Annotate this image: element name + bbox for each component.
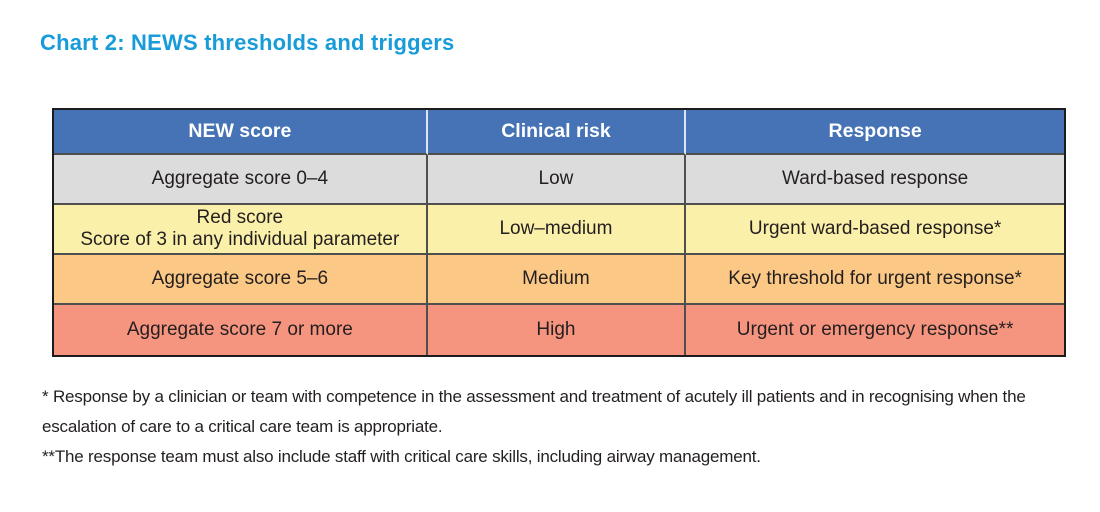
cell-clinical-risk: Low–medium (427, 205, 687, 255)
cell-line-1: Red score (196, 206, 284, 228)
column-header-new-score: NEW score (54, 110, 428, 155)
cell-line-2: Score of 3 in any individual parameter (80, 229, 400, 250)
cell-response: Ward-based response (686, 155, 1064, 205)
cell-new-score: Aggregate score 5–6 (54, 255, 428, 305)
table-header-row: NEW score Clinical risk Response (54, 110, 1064, 155)
cell-clinical-risk: Low (427, 155, 687, 205)
column-header-clinical-risk: Clinical risk (427, 110, 687, 155)
table-row-low-medium: Red score Score of 3 in any individual p… (54, 205, 1064, 255)
cell-clinical-risk: High (428, 305, 687, 355)
table-row-medium: Aggregate score 5–6 Medium Key threshold… (54, 255, 1064, 305)
footnote-2: **The response team must also include st… (42, 447, 761, 466)
page-title: Chart 2: NEWS thresholds and triggers (40, 30, 455, 55)
cell-new-score: Red score Score of 3 in any individual p… (54, 205, 428, 255)
table-row-high: Aggregate score 7 or more High Urgent or… (54, 305, 1064, 355)
news-thresholds-table: NEW score Clinical risk Response Aggrega… (52, 108, 1066, 357)
cell-response: Key threshold for urgent response* (686, 255, 1064, 305)
cell-new-score: Aggregate score 7 or more (54, 305, 428, 355)
cell-response: Urgent ward-based response* (686, 205, 1064, 255)
footnotes: * Response by a clinician or team with c… (42, 382, 1074, 472)
column-header-response: Response (686, 110, 1064, 155)
table-row-low: Aggregate score 0–4 Low Ward-based respo… (54, 155, 1064, 205)
cell-clinical-risk: Medium (427, 255, 687, 305)
cell-new-score: Aggregate score 0–4 (54, 155, 428, 205)
footnote-1: * Response by a clinician or team with c… (42, 387, 1026, 436)
cell-response: Urgent or emergency response** (736, 319, 1014, 340)
